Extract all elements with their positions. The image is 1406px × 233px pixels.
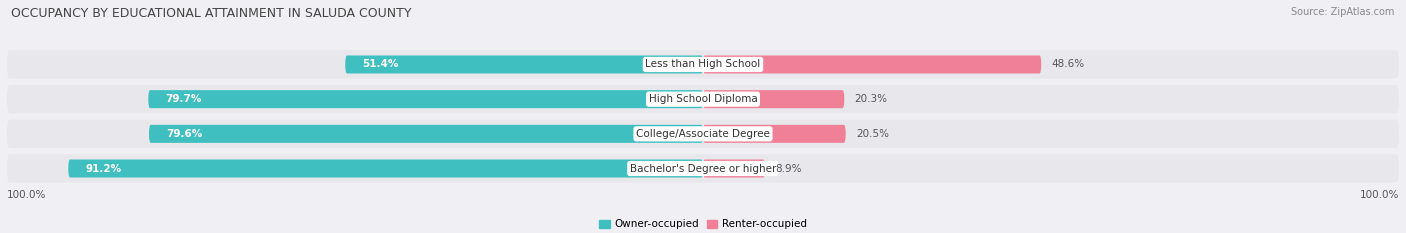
FancyBboxPatch shape — [69, 160, 703, 178]
FancyBboxPatch shape — [7, 154, 1399, 183]
FancyBboxPatch shape — [703, 90, 844, 108]
FancyBboxPatch shape — [149, 125, 703, 143]
FancyBboxPatch shape — [7, 50, 1399, 79]
Text: 48.6%: 48.6% — [1052, 59, 1085, 69]
Text: 8.9%: 8.9% — [775, 164, 801, 174]
FancyBboxPatch shape — [7, 120, 1399, 148]
FancyBboxPatch shape — [703, 55, 1042, 73]
Text: 91.2%: 91.2% — [86, 164, 122, 174]
Text: College/Associate Degree: College/Associate Degree — [636, 129, 770, 139]
Text: OCCUPANCY BY EDUCATIONAL ATTAINMENT IN SALUDA COUNTY: OCCUPANCY BY EDUCATIONAL ATTAINMENT IN S… — [11, 7, 412, 20]
Legend: Owner-occupied, Renter-occupied: Owner-occupied, Renter-occupied — [595, 215, 811, 233]
Text: 100.0%: 100.0% — [1360, 190, 1399, 200]
Text: Less than High School: Less than High School — [645, 59, 761, 69]
Text: Source: ZipAtlas.com: Source: ZipAtlas.com — [1291, 7, 1395, 17]
Text: 79.6%: 79.6% — [166, 129, 202, 139]
Text: 20.5%: 20.5% — [856, 129, 889, 139]
FancyBboxPatch shape — [703, 160, 765, 178]
Text: Bachelor's Degree or higher: Bachelor's Degree or higher — [630, 164, 776, 174]
Text: 79.7%: 79.7% — [166, 94, 202, 104]
FancyBboxPatch shape — [703, 125, 845, 143]
Text: 20.3%: 20.3% — [855, 94, 887, 104]
FancyBboxPatch shape — [7, 85, 1399, 113]
Text: High School Diploma: High School Diploma — [648, 94, 758, 104]
FancyBboxPatch shape — [148, 90, 703, 108]
Text: 51.4%: 51.4% — [363, 59, 399, 69]
FancyBboxPatch shape — [346, 55, 703, 73]
Text: 100.0%: 100.0% — [7, 190, 46, 200]
